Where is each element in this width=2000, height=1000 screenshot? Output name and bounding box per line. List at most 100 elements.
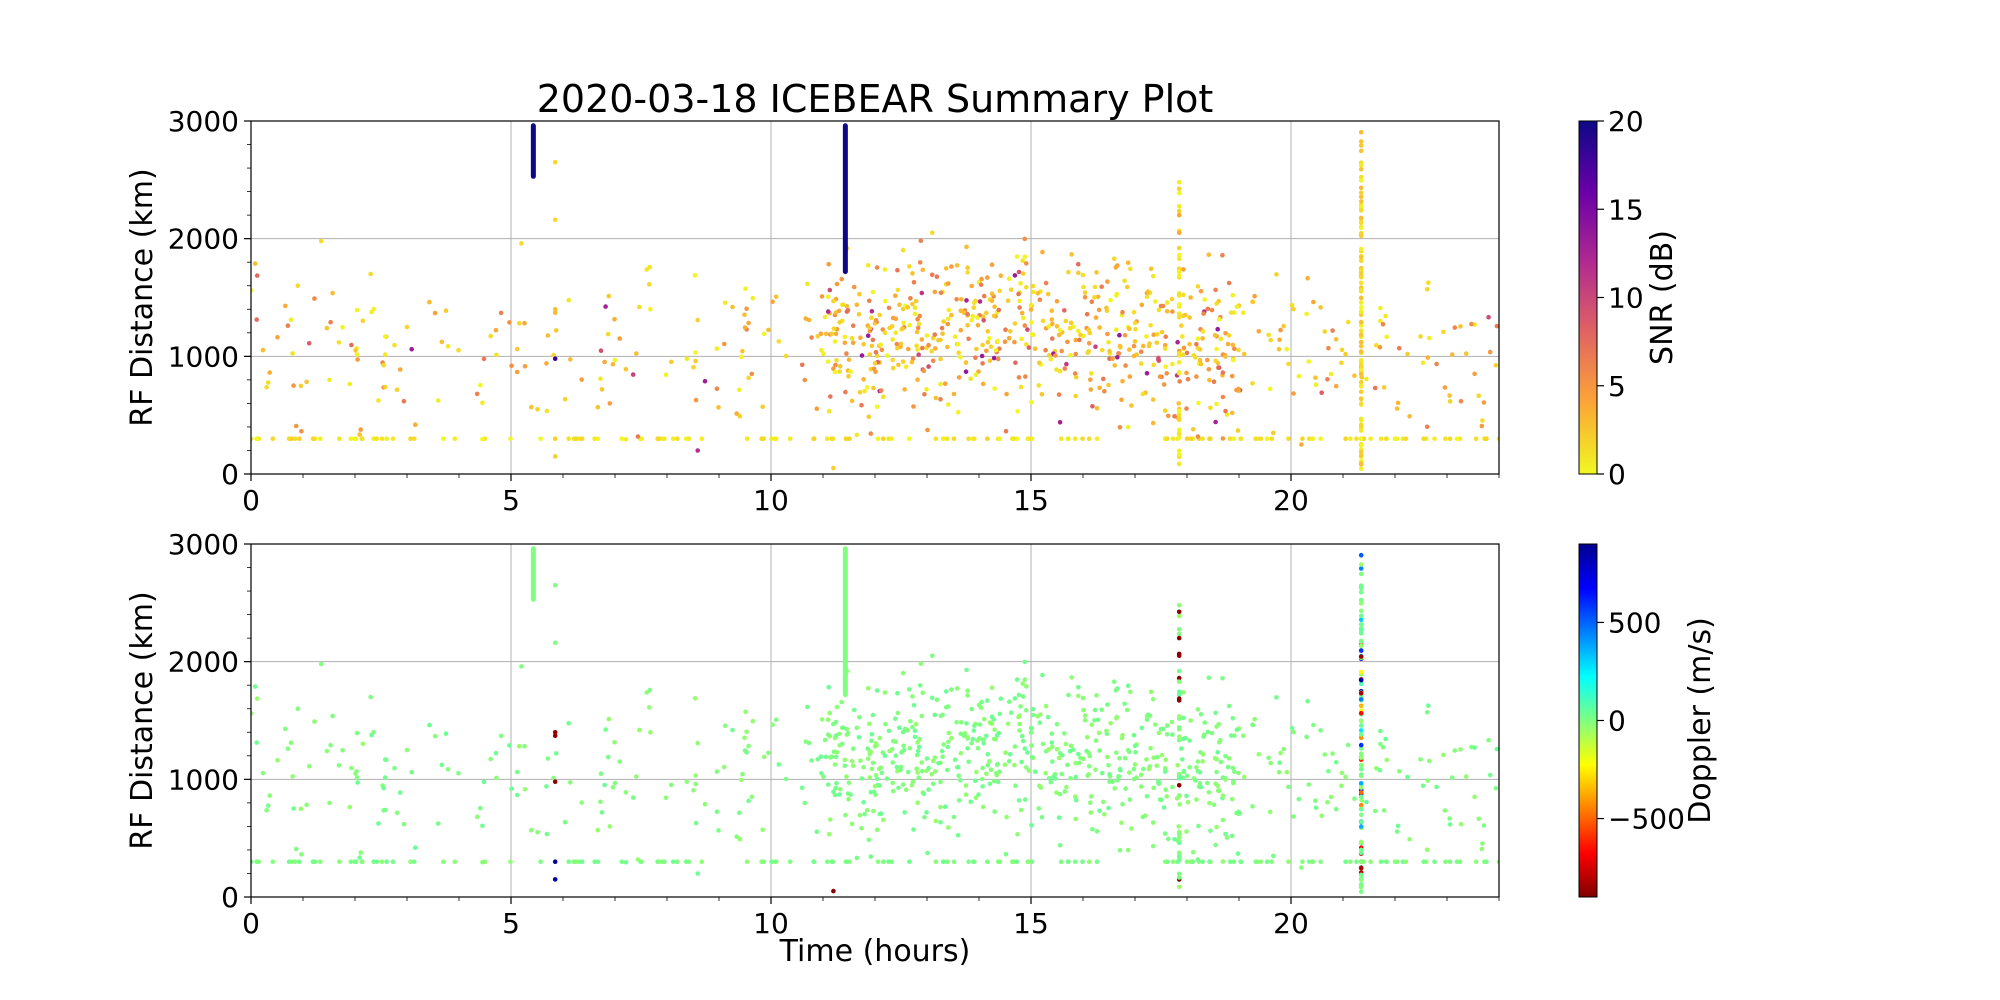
data-point — [1176, 668, 1182, 674]
data-point — [942, 804, 948, 809]
data-point — [1093, 738, 1099, 743]
data-point — [910, 724, 915, 730]
data-point — [956, 350, 961, 356]
data-point — [1073, 760, 1078, 766]
data-point — [545, 756, 551, 761]
data-point — [980, 804, 986, 810]
data-point — [1131, 776, 1137, 782]
data-point — [997, 859, 1003, 864]
data-point — [668, 359, 674, 365]
data-point — [517, 743, 522, 749]
data-point — [562, 819, 568, 825]
data-point — [1050, 744, 1055, 750]
data-point — [1213, 419, 1218, 425]
data-point — [1045, 291, 1051, 297]
data-point — [1211, 802, 1217, 807]
data-point — [1358, 274, 1364, 279]
data-point — [766, 750, 771, 756]
data-point — [1296, 373, 1302, 379]
data-point — [940, 331, 945, 337]
data-point — [912, 311, 918, 317]
data-point — [915, 740, 920, 745]
data-point — [1084, 734, 1090, 740]
data-point — [1016, 375, 1022, 380]
data-point — [833, 785, 838, 791]
data-point — [783, 776, 789, 782]
data-point — [1008, 287, 1014, 293]
data-point — [1082, 718, 1088, 723]
data-point — [1113, 688, 1119, 693]
data-point — [867, 775, 873, 780]
data-point — [1176, 273, 1182, 278]
x-tick-label: 20 — [1273, 907, 1309, 940]
data-point — [1442, 385, 1448, 390]
data-point — [1094, 859, 1100, 864]
data-point — [337, 859, 342, 864]
data-point — [945, 767, 950, 773]
data-point — [1127, 326, 1132, 332]
data-point — [992, 386, 997, 391]
data-point — [1358, 885, 1364, 890]
data-point — [517, 320, 522, 326]
data-point — [260, 347, 266, 353]
data-point — [1028, 307, 1034, 312]
data-point — [858, 758, 863, 763]
data-point — [1234, 304, 1240, 310]
data-point — [1486, 737, 1491, 743]
data-point — [1093, 315, 1099, 320]
data-point — [647, 282, 652, 287]
data-point — [552, 307, 558, 312]
data-point — [1343, 436, 1348, 442]
data-point — [963, 792, 969, 797]
data-point — [972, 300, 977, 306]
data-point — [1228, 733, 1234, 738]
data-point — [293, 846, 299, 852]
data-point — [1358, 690, 1364, 696]
data-point — [722, 723, 728, 729]
data-point — [1078, 332, 1083, 338]
data-point — [1325, 800, 1330, 805]
data-point — [805, 281, 810, 287]
data-point — [1122, 701, 1127, 707]
data-point — [1185, 799, 1191, 805]
data-point — [1005, 298, 1011, 304]
data-point — [1274, 272, 1279, 277]
data-point — [1358, 697, 1364, 702]
data-point — [849, 821, 855, 827]
data-point — [1197, 780, 1203, 786]
data-point — [1150, 843, 1156, 849]
data-point — [890, 337, 895, 342]
data-point — [1266, 755, 1271, 761]
data-point — [1318, 305, 1323, 310]
data-point — [509, 786, 514, 791]
data-point — [870, 337, 876, 343]
data-point — [1184, 436, 1190, 442]
data-point — [1176, 734, 1182, 739]
data-point — [1200, 759, 1205, 764]
data-point — [933, 395, 939, 401]
data-point — [1108, 720, 1113, 726]
data-point — [1395, 823, 1401, 829]
data-point — [1016, 798, 1022, 803]
data-point — [1146, 343, 1152, 349]
data-point — [956, 798, 962, 803]
data-point — [924, 333, 930, 338]
data-point — [846, 373, 851, 379]
data-point — [1076, 261, 1081, 267]
data-point — [397, 367, 403, 372]
data-point — [995, 761, 1000, 767]
data-point — [1223, 354, 1228, 359]
data-point — [648, 730, 653, 735]
data-point — [1322, 329, 1328, 334]
data-point — [330, 290, 335, 296]
data-point — [599, 387, 605, 392]
data-point — [1476, 816, 1481, 822]
data-point — [1358, 379, 1364, 385]
data-point — [1200, 859, 1205, 864]
data-point — [915, 317, 920, 322]
data-point — [348, 859, 354, 864]
data-point — [1151, 332, 1156, 338]
data-point — [1162, 766, 1168, 771]
data-point — [981, 716, 987, 722]
